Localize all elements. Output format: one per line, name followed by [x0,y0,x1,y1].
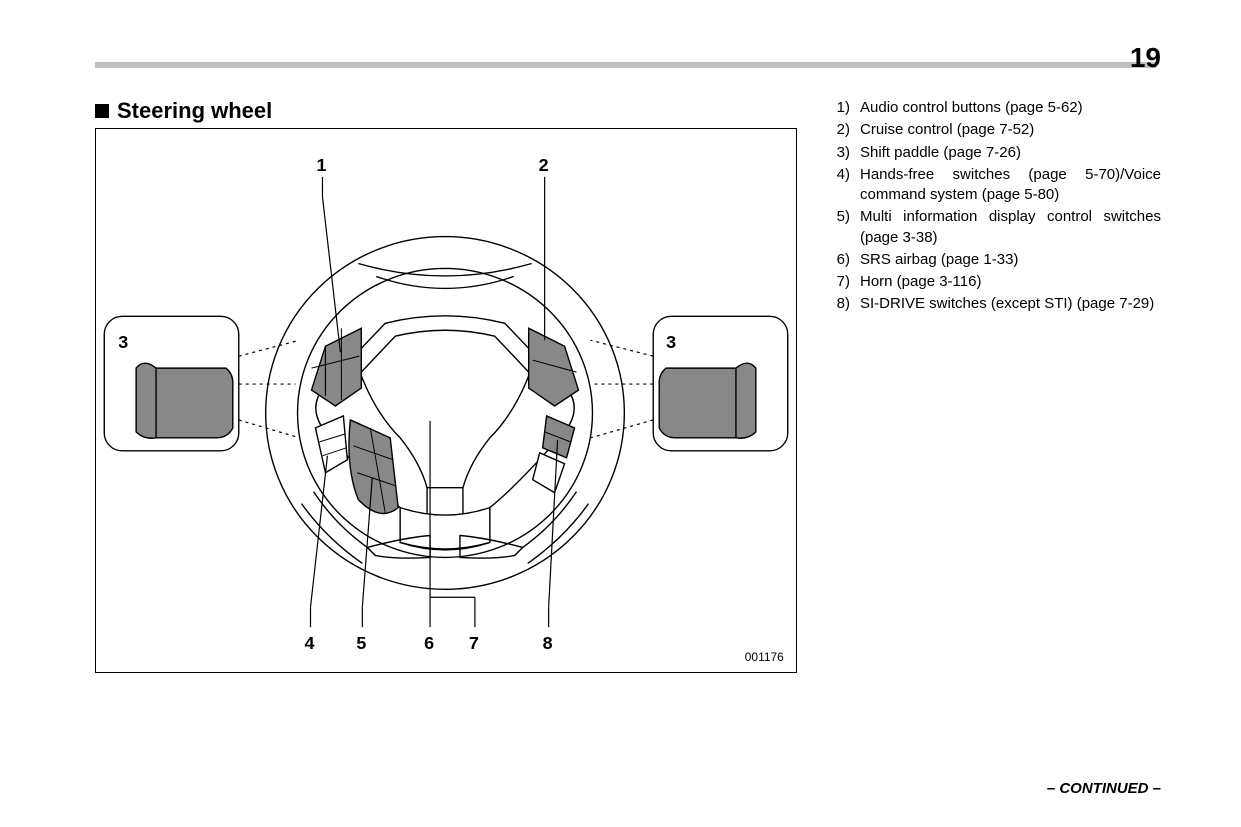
figure-id: 001176 [745,650,784,664]
steering-wheel-diagram: 3 3 [95,128,797,673]
header-rule [95,62,1156,68]
legend-item: 4)Hands-free switches (page 5-70)/Voice … [832,165,1161,206]
callout-8: 8 [543,633,553,653]
legend-num: 8) [832,294,860,314]
legend-item: 2)Cruise control (page 7-52) [832,120,1161,140]
legend-list: 1)Audio control buttons (page 5-62) 2)Cr… [832,98,1161,317]
callout-4: 4 [305,633,315,653]
steering-wheel-svg: 3 3 [96,129,796,672]
legend-desc: Multi information display control switch… [860,207,1161,248]
legend-num: 1) [832,98,860,118]
legend-desc: SI-DRIVE switches (except STI) (page 7-2… [860,294,1161,314]
legend-num: 2) [832,120,860,140]
callout-1: 1 [316,155,326,175]
callout-2: 2 [539,155,549,175]
legend-num: 6) [832,250,860,270]
callout-7: 7 [469,633,479,653]
legend-item: 5)Multi information display control swit… [832,207,1161,248]
continued-label: – CONTINUED – [1047,780,1161,797]
legend-desc: Cruise control (page 7-52) [860,120,1161,140]
legend-desc: Horn (page 3-116) [860,272,1161,292]
legend-num: 5) [832,207,860,248]
square-bullet-icon [95,104,109,118]
legend-desc: Shift paddle (page 7-26) [860,143,1161,163]
legend-desc: SRS airbag (page 1-33) [860,250,1161,270]
legend-num: 4) [832,165,860,206]
page-number: 19 [1130,42,1161,74]
section-title-text: Steering wheel [117,98,272,124]
legend-desc: Audio control buttons (page 5-62) [860,98,1161,118]
callout-3-right: 3 [666,332,676,352]
legend-num: 7) [832,272,860,292]
legend-item: 1)Audio control buttons (page 5-62) [832,98,1161,118]
legend-item: 6)SRS airbag (page 1-33) [832,250,1161,270]
legend-num: 3) [832,143,860,163]
legend-item: 8)SI-DRIVE switches (except STI) (page 7… [832,294,1161,314]
legend-item: 7)Horn (page 3-116) [832,272,1161,292]
legend-desc: Hands-free switches (page 5-70)/Voice co… [860,165,1161,206]
section-title: Steering wheel [95,98,272,124]
callout-3-left: 3 [118,332,128,352]
legend-item: 3)Shift paddle (page 7-26) [832,143,1161,163]
callout-5: 5 [356,633,366,653]
callout-6: 6 [424,633,434,653]
